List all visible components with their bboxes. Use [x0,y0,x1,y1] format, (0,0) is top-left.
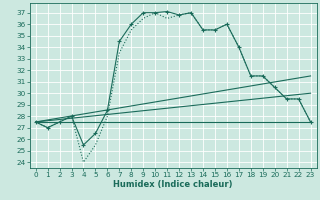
X-axis label: Humidex (Indice chaleur): Humidex (Indice chaleur) [113,180,233,189]
